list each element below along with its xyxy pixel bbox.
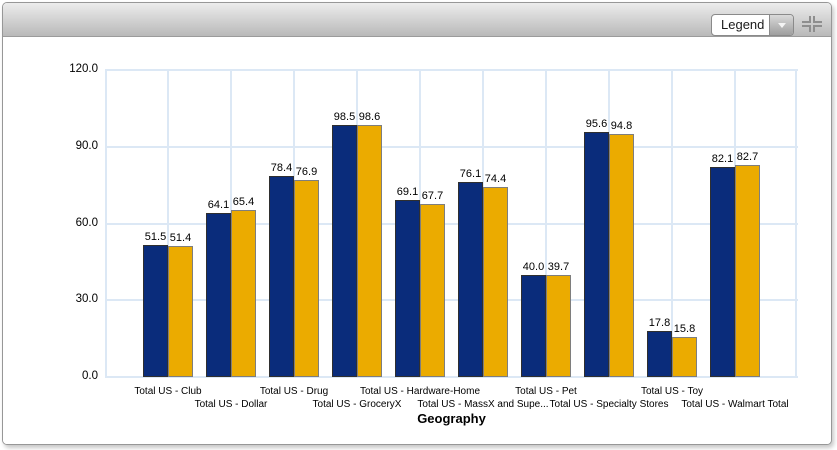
bar-value-label: 82.1 <box>711 152 734 165</box>
bar-value-label: 51.5 <box>144 231 167 244</box>
y-axis-tick-label: 30.0 <box>75 293 98 306</box>
x-axis-category-label: Total US - Club <box>134 386 202 397</box>
x-axis-category-label: Total US - MassX and Supe... <box>417 399 549 410</box>
collapse-arrows-icon[interactable] <box>802 16 822 32</box>
gridline <box>105 145 798 148</box>
bar-value-label: 64.1 <box>207 199 230 212</box>
x-axis-category-label: Total US - Toy <box>640 386 704 397</box>
bar[interactable] <box>710 166 735 377</box>
x-axis-category-label: Total US - Specialty Stores <box>549 399 669 410</box>
bar[interactable] <box>672 336 697 377</box>
bar[interactable] <box>458 182 483 377</box>
legend-dropdown-arrow-button[interactable] <box>769 15 793 35</box>
bar-value-label: 51.4 <box>169 231 192 244</box>
y-axis-tick-label: 60.0 <box>75 216 98 229</box>
chart-widget-window: Legend 51.5 51.4 64.1 65.4 78.4 76.9 98.5 98.6 6… <box>2 2 832 445</box>
bar-value-label: 40.0 <box>522 260 545 273</box>
gridline <box>167 70 169 377</box>
bar[interactable] <box>483 186 508 377</box>
bar[interactable] <box>332 125 357 377</box>
chevron-down-icon <box>777 22 786 28</box>
bar[interactable] <box>168 245 193 377</box>
x-axis-category-label: Total US - Pet <box>515 386 577 397</box>
bar[interactable] <box>143 245 168 377</box>
bar[interactable] <box>269 176 294 377</box>
widget-toolbar: Legend <box>3 3 831 37</box>
bar-value-label: 76.9 <box>295 166 318 179</box>
chart-area: 51.5 51.4 64.1 65.4 78.4 76.9 98.5 98.6 69.1 67.7… <box>3 38 831 444</box>
x-axis-title: Geography <box>417 411 486 426</box>
bar-value-label: 65.4 <box>232 195 255 208</box>
bar-value-label: 95.6 <box>585 118 608 131</box>
legend-dropdown-value: Legend <box>721 17 765 32</box>
bar[interactable] <box>735 165 760 377</box>
bar[interactable] <box>206 213 231 377</box>
gridline <box>105 222 798 225</box>
bar-value-label: 98.5 <box>333 111 356 124</box>
plot-area: 51.5 51.4 64.1 65.4 78.4 76.9 98.5 98.6 69.1 67.7… <box>105 69 798 378</box>
bar-value-label: 98.6 <box>358 110 381 123</box>
bar-value-label: 94.8 <box>610 120 633 133</box>
legend-dropdown[interactable]: Legend <box>711 14 794 36</box>
bar[interactable] <box>420 203 445 377</box>
x-axis-category-label: Total US - Walmart Total <box>681 399 789 410</box>
bar-value-label: 76.1 <box>459 168 482 181</box>
y-axis-tick-label: 90.0 <box>75 139 98 152</box>
bar[interactable] <box>231 209 256 377</box>
bar[interactable] <box>647 331 672 377</box>
y-axis-tick-label: 0.0 <box>82 370 98 382</box>
bar[interactable] <box>584 132 609 377</box>
x-axis-category-label: Total US - GroceryX <box>312 399 402 410</box>
bar-value-label: 82.7 <box>736 151 759 164</box>
gridline <box>105 70 107 377</box>
gridline <box>105 69 798 71</box>
bar[interactable] <box>294 180 319 377</box>
gridline <box>795 70 797 377</box>
bar-value-label: 69.1 <box>396 186 419 199</box>
bar[interactable] <box>609 134 634 377</box>
gridline <box>105 376 798 378</box>
x-axis-category-label: Total US - Dollar <box>194 399 268 410</box>
bar-value-label: 15.8 <box>673 322 696 335</box>
bar-value-label: 74.4 <box>484 172 507 185</box>
gridline <box>671 70 673 377</box>
x-axis-category-label: Total US - Drug <box>259 386 329 397</box>
bar[interactable] <box>357 124 382 377</box>
bar-value-label: 17.8 <box>648 317 671 330</box>
bar-value-label: 67.7 <box>421 189 444 202</box>
bar-value-label: 39.7 <box>547 261 570 274</box>
y-axis-tick-label: 120.0 <box>69 63 98 75</box>
bar[interactable] <box>546 275 571 377</box>
bar[interactable] <box>521 274 546 377</box>
x-axis-category-label: Total US - Hardware-Home <box>359 386 481 397</box>
gridline <box>105 299 798 302</box>
bar[interactable] <box>395 200 420 377</box>
gridline <box>545 70 547 377</box>
bar-value-label: 78.4 <box>270 162 293 175</box>
